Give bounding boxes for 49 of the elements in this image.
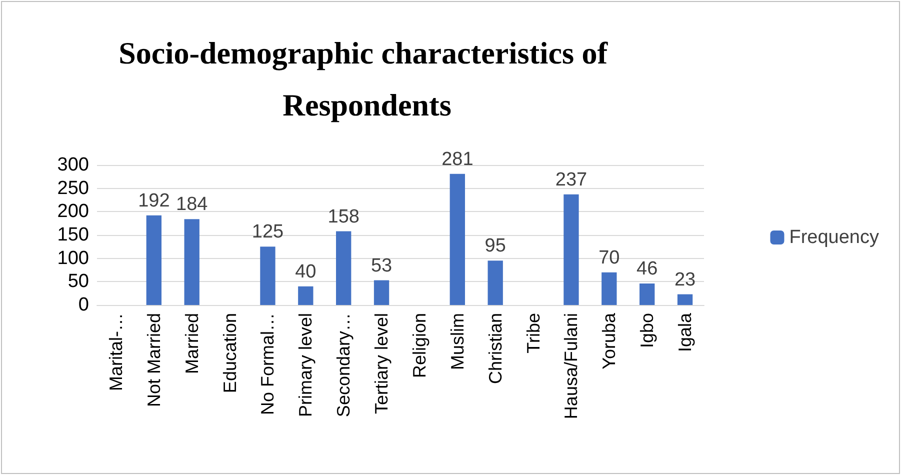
y-tick-label: 100 [57, 248, 89, 269]
x-tick-label: Tertiary level [372, 313, 392, 414]
bar [374, 280, 390, 305]
data-label: 237 [555, 169, 588, 190]
data-label: 23 [674, 269, 696, 290]
legend-label: Frequency [789, 227, 880, 248]
y-tick-label: 50 [68, 271, 89, 292]
x-tick-label: Tribe [523, 313, 544, 354]
bar [488, 260, 503, 305]
data-label: 281 [442, 148, 474, 170]
y-tick-label: 0 [78, 294, 89, 316]
y-tick-label: 200 [57, 201, 89, 222]
x-tick-label: Muslim [447, 313, 468, 370]
data-label: 192 [138, 190, 170, 212]
bar [146, 215, 162, 305]
x-tick-label: Primary level [296, 313, 316, 418]
x-tick-label: Yoruba [599, 312, 620, 370]
bar [450, 174, 465, 305]
x-tick-label: Married [182, 313, 202, 374]
x-tick-label: Secondary… [334, 313, 354, 418]
bar [184, 219, 200, 305]
bar [564, 194, 579, 305]
data-label: 125 [252, 222, 284, 243]
data-label: 40 [295, 261, 316, 282]
chart-title: Socio-demographic characteristics of Respondents [118, 36, 616, 122]
bar [640, 284, 655, 305]
x-tick-label: Igala [675, 312, 696, 352]
bar [336, 231, 352, 305]
bar [677, 294, 693, 305]
data-label: 46 [636, 258, 658, 280]
x-tick-label: Not Married [144, 313, 164, 408]
bar [602, 272, 617, 305]
data-label: 184 [176, 194, 208, 216]
y-tick-label: 300 [57, 154, 89, 176]
y-tick-label: 250 [57, 178, 89, 199]
bar [260, 246, 276, 305]
y-tick-label: 150 [57, 224, 89, 246]
data-label: 53 [370, 255, 392, 276]
x-tick-label: Christian [485, 313, 506, 384]
data-label: 158 [328, 206, 360, 228]
x-tick-label: Religion [409, 313, 430, 378]
x-tick-label: Hausa/Fulani [561, 313, 582, 420]
x-tick-label: Marital-… [106, 313, 126, 392]
bar [298, 286, 314, 305]
data-label: 95 [484, 236, 506, 257]
data-label: 70 [598, 247, 620, 268]
x-tick-label: No Formal… [258, 313, 278, 416]
x-tick-label: Igbo [637, 313, 658, 348]
x-tick-label: Education [220, 313, 240, 394]
